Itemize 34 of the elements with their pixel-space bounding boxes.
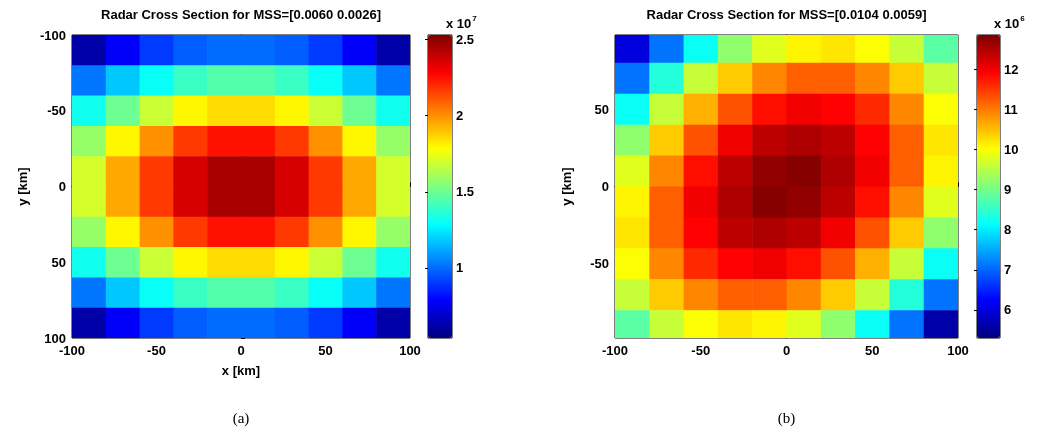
text: (a) <box>232 409 250 427</box>
x-tick-label: 100 <box>947 343 969 358</box>
x-tick-label: 50 <box>865 343 880 358</box>
y-axis-title: y [km] <box>559 167 574 206</box>
color-bar-label: 11 <box>1004 101 1018 117</box>
x-axis-title: x [km] <box>221 363 261 378</box>
color-bar-label: 6 <box>1004 302 1012 318</box>
color-bar-label: 10 <box>1004 141 1019 157</box>
y-tick-label: -50 <box>590 256 609 272</box>
y-tick-label: 0 <box>58 179 66 194</box>
color-bar-label: 9 <box>1004 182 1012 198</box>
y-tick-label: 50 <box>594 101 609 117</box>
x-tick-label: 50 <box>318 343 333 358</box>
color-bar-label: 1.5 <box>456 184 475 200</box>
color-bar-label: 1 <box>456 260 464 276</box>
color-bar-label: 12 <box>1004 61 1019 77</box>
y-tick-label: -100 <box>39 27 66 43</box>
chart-title: Radar Cross Section for MSS=[0.0060 0.0026] <box>101 7 381 22</box>
x-tick-label: 0 <box>782 343 791 358</box>
x-tick-label: -50 <box>691 343 711 358</box>
y-tick-label: -50 <box>47 103 66 119</box>
x-tick-label: 100 <box>399 343 421 358</box>
color-bar-label: 2 <box>456 108 464 124</box>
y-axis-title: y [km] <box>15 167 31 206</box>
y-tick-label: 0 <box>601 179 609 194</box>
y-tick-label: 50 <box>51 254 66 270</box>
x-tick-label: -50 <box>147 343 166 358</box>
color-bar-label: 8 <box>1004 222 1012 238</box>
text: (b) <box>777 409 796 427</box>
chart-title: Radar Cross Section for MSS=[0.0104 0.0059] <box>646 7 927 22</box>
x-tick-label: 0 <box>237 343 245 358</box>
color-bar-label: 7 <box>1004 262 1012 278</box>
y-tick-label: 100 <box>44 330 66 346</box>
color-bar-label: 2.5 <box>456 32 475 48</box>
